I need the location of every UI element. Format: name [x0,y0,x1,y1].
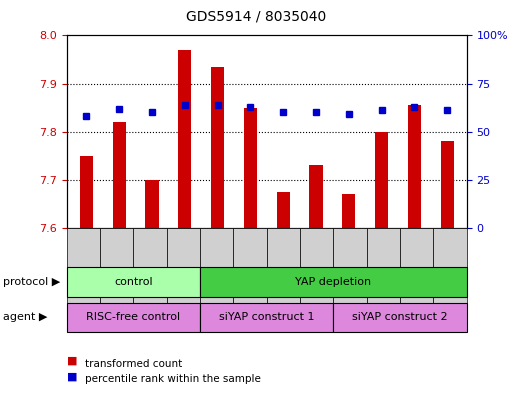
Bar [375,132,388,228]
Text: ■: ■ [67,356,77,365]
Text: ■: ■ [67,371,77,381]
Text: siYAP construct 2: siYAP construct 2 [352,312,448,322]
Bar [408,105,421,228]
Text: YAP depletion: YAP depletion [295,277,371,287]
Bar [277,192,290,228]
Text: percentile rank within the sample: percentile rank within the sample [85,374,261,384]
Bar [309,165,323,228]
Text: control: control [114,277,153,287]
Bar [113,122,126,228]
Text: transformed count: transformed count [85,358,182,369]
Bar [211,67,224,228]
Text: RISC-free control: RISC-free control [86,312,181,322]
Bar [244,108,257,228]
Bar [441,141,453,228]
Text: protocol ▶: protocol ▶ [3,277,60,287]
Bar [80,156,93,228]
Bar [145,180,159,228]
Text: siYAP construct 1: siYAP construct 1 [219,312,314,322]
Text: GDS5914 / 8035040: GDS5914 / 8035040 [186,10,327,24]
Bar [178,50,191,228]
Bar [342,194,356,228]
Text: agent ▶: agent ▶ [3,312,47,322]
